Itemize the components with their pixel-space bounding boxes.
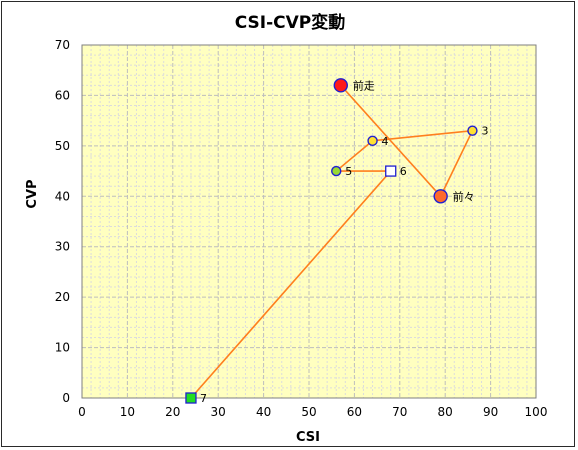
x-tick-label: 0 xyxy=(78,405,86,419)
chart-title: CSI-CVP変動 xyxy=(235,12,346,33)
y-tick-label: 50 xyxy=(55,139,70,153)
data-point xyxy=(367,135,378,147)
data-label: 前走 xyxy=(353,78,375,92)
plot-border xyxy=(81,44,537,399)
y-axis-label: CVP xyxy=(25,179,40,208)
x-tick-label: 50 xyxy=(301,405,316,419)
x-tick-label: 60 xyxy=(347,405,362,419)
data-label: 6 xyxy=(400,165,407,178)
y-tick-label: 10 xyxy=(55,341,70,355)
x-tick-label: 40 xyxy=(256,405,271,419)
x-tick-label: 20 xyxy=(165,405,180,419)
x-tick-label: 80 xyxy=(438,405,453,419)
y-tick-label: 40 xyxy=(55,189,70,203)
x-axis-label: CSI xyxy=(296,430,320,445)
data-label: 3 xyxy=(481,125,488,138)
y-tick-label: 70 xyxy=(55,38,70,52)
data-point xyxy=(467,125,478,136)
data-point xyxy=(333,78,348,93)
data-label: 5 xyxy=(345,165,352,178)
data-point xyxy=(185,392,197,404)
y-tick-label: 60 xyxy=(55,88,70,102)
y-tick-label: 0 xyxy=(62,391,70,405)
data-point xyxy=(331,165,342,177)
x-tick-label: 10 xyxy=(120,405,135,419)
y-tick-label: 20 xyxy=(55,290,70,304)
data-point xyxy=(433,189,448,204)
x-tick-label: 100 xyxy=(525,405,548,419)
y-tick-label: 30 xyxy=(55,240,70,254)
x-tick-label: 70 xyxy=(392,405,407,419)
data-label: 前々 xyxy=(453,189,475,203)
data-point xyxy=(385,165,397,177)
plot-area: 0 10 20 30 40 50 60 70 80 90 100 0 10 20 30 40 50 60 70 前走前… xyxy=(55,38,548,419)
x-tick-label: 90 xyxy=(483,405,498,419)
data-label: 4 xyxy=(382,135,389,148)
data-label: 7 xyxy=(200,392,207,405)
x-tick-label: 30 xyxy=(211,405,226,419)
